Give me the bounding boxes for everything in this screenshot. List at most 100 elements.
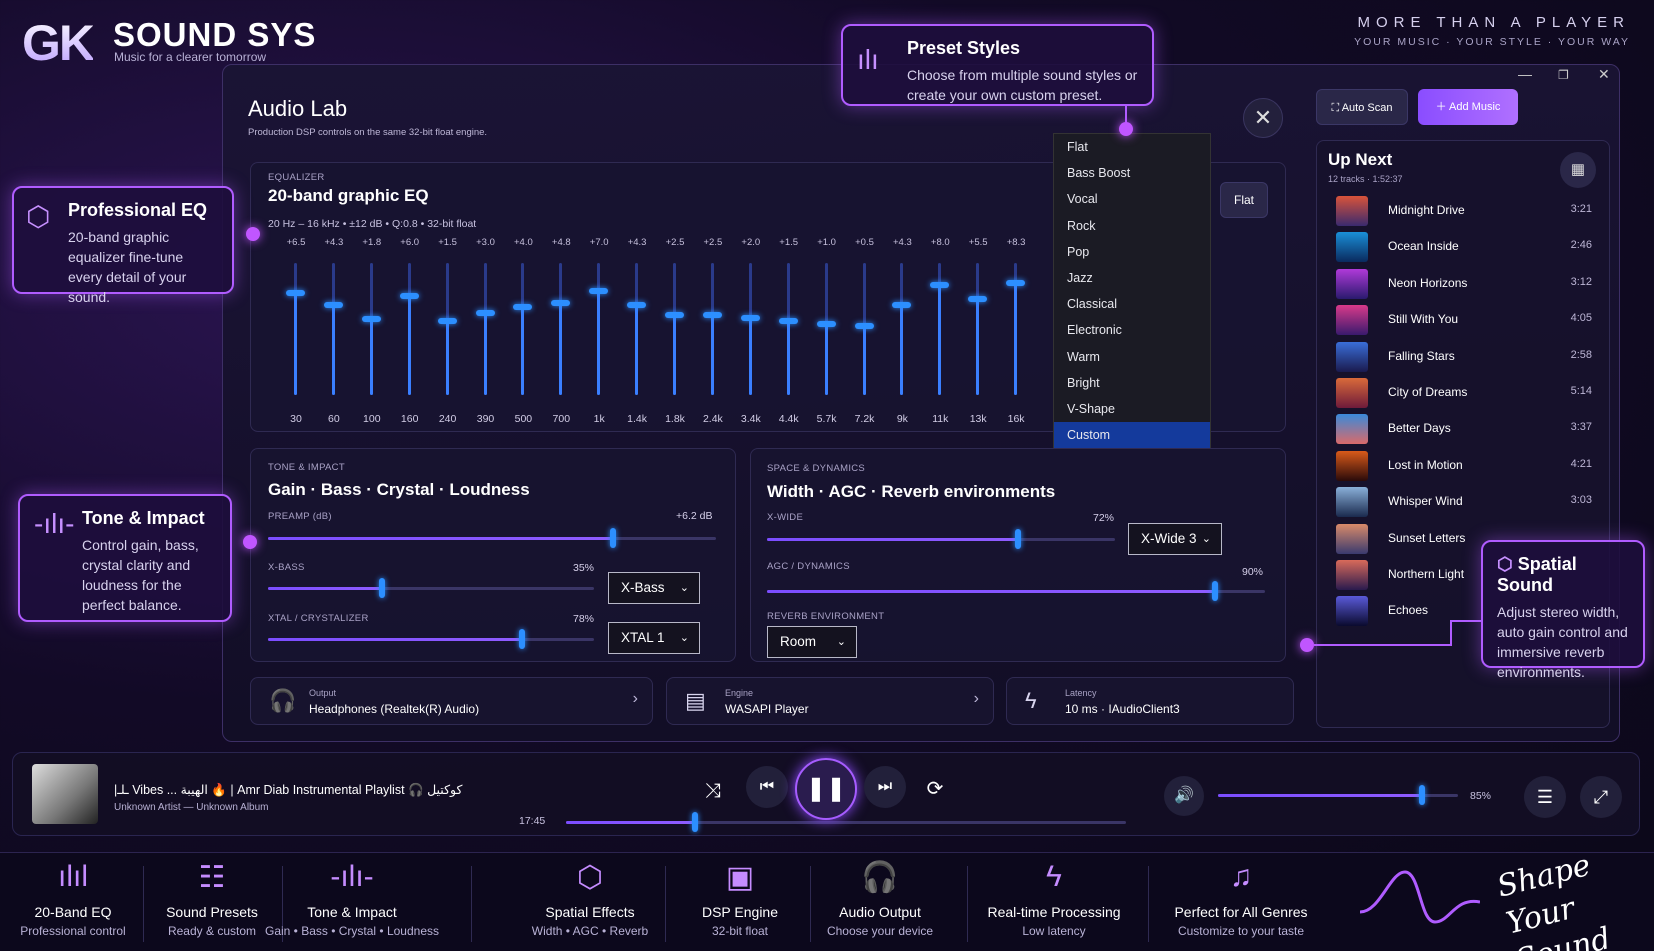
shuffle-button[interactable]: ⤨ (698, 776, 728, 806)
minimize-icon[interactable]: — (1518, 66, 1532, 82)
preset-option[interactable]: Bass Boost (1067, 166, 1131, 181)
xtal-select[interactable]: XTAL 1 ⌄ (608, 622, 700, 654)
slider-thumb[interactable] (1419, 785, 1425, 805)
preset-option[interactable]: Custom (1054, 422, 1210, 449)
eq-band-thumb[interactable] (665, 312, 684, 319)
repeat-button[interactable]: ⟳ (920, 774, 950, 804)
eq-band-thumb[interactable] (778, 317, 798, 324)
queue-image-icon[interactable]: ▦ (1560, 152, 1596, 188)
eq-band-thumb[interactable] (361, 316, 381, 323)
preset-option[interactable]: Classical (1067, 297, 1118, 312)
track-row[interactable]: Echoes (1336, 594, 1592, 628)
eq-flat-button[interactable]: Flat (1220, 182, 1268, 218)
waveform-icon: -ılı- (34, 508, 75, 539)
preamp-slider[interactable] (268, 528, 716, 548)
eq-band-gain: +2.0 (741, 237, 761, 248)
eq-band-thumb[interactable] (551, 299, 571, 306)
slider-thumb[interactable] (1212, 581, 1219, 601)
add-music-button[interactable]: ＋ Add Music (1418, 89, 1518, 125)
eq-band-thumb[interactable] (627, 302, 647, 309)
track-row[interactable]: Northern Light (1336, 558, 1592, 592)
reverb-select[interactable]: Room ⌄ (767, 626, 857, 658)
xbass-slider[interactable] (268, 578, 594, 598)
eq-band-thumb[interactable] (475, 309, 495, 316)
restore-icon[interactable]: ❐ (1558, 68, 1569, 82)
xwide-select[interactable]: X-Wide 3 ⌄ (1128, 523, 1222, 555)
feature-subtitle: Low latency (1022, 924, 1086, 938)
track-name: City of Dreams (1388, 385, 1468, 399)
eq-band-thumb[interactable] (399, 293, 419, 299)
eq-band-fill (407, 296, 411, 395)
feature-divider (1147, 866, 1149, 942)
slider-thumb[interactable] (691, 812, 698, 832)
preset-option[interactable]: Vocal (1067, 192, 1098, 207)
play-pause-button[interactable]: ❚❚ (795, 758, 857, 820)
preset-option[interactable]: Electronic (1067, 323, 1122, 338)
track-row[interactable]: Sunset Letters (1336, 522, 1592, 556)
auto-scan-label: Auto Scan (1341, 102, 1393, 114)
xtal-label: XTAL / CRYSTALIZER (268, 613, 369, 624)
previous-button[interactable]: ⏮ (746, 766, 788, 808)
eq-band-thumb[interactable] (740, 315, 760, 321)
preset-option[interactable]: Pop (1067, 244, 1090, 259)
next-button[interactable]: ⏭ (864, 766, 906, 808)
track-row[interactable]: Still With You 4:05 (1336, 303, 1592, 337)
eq-band-freq: 4.4k (778, 413, 799, 425)
eq-band-thumb[interactable] (1006, 280, 1026, 287)
track-duration: 2:58 (1570, 348, 1592, 361)
eq-band-thumb[interactable] (816, 320, 836, 327)
preset-option[interactable]: Rock (1067, 218, 1096, 233)
window-close-icon[interactable]: ✕ (1598, 66, 1610, 82)
preset-option[interactable]: Bright (1067, 375, 1100, 390)
repeat-icon: ⟳ (926, 778, 944, 800)
preset-option[interactable]: Flat (1067, 140, 1088, 154)
slider-thumb[interactable] (609, 528, 616, 548)
slider-thumb[interactable] (519, 629, 526, 649)
output-card[interactable]: 🎧 Output Headphones (Realtek(R) Audio) › (250, 677, 653, 725)
slider-fill (268, 587, 383, 590)
queue-button[interactable]: ☰ (1524, 776, 1566, 818)
eq-band-fill (597, 290, 601, 395)
track-row[interactable]: Whisper Wind 3:03 (1336, 485, 1592, 519)
track-row[interactable]: Lost in Motion 4:21 (1336, 449, 1592, 483)
eq-band-thumb[interactable] (323, 302, 343, 309)
xbass-select[interactable]: X-Bass ⌄ (608, 572, 700, 604)
track-duration: 4:21 (1570, 457, 1592, 470)
track-row[interactable]: Falling Stars 2:58 (1336, 340, 1592, 374)
latency-value: 10 ms · IAudioClient3 (1065, 702, 1180, 716)
eq-band-thumb[interactable] (930, 282, 950, 288)
seek-bar[interactable] (566, 812, 1126, 832)
volume-slider[interactable] (1218, 785, 1458, 805)
eq-band-thumb[interactable] (854, 323, 874, 330)
eq-band-thumb[interactable] (513, 304, 533, 310)
fullscreen-button[interactable]: ⤢ (1580, 776, 1622, 818)
xtal-slider[interactable] (268, 629, 594, 649)
preset-dropdown[interactable]: Flat Bass Boost Vocal Rock Pop Jazz Classical E… (1053, 133, 1211, 449)
eq-callout: ⬡ Professional EQ 20-band graphic equali… (12, 186, 234, 305)
track-row[interactable]: Neon Horizons 3:12 (1336, 267, 1592, 301)
slider-thumb[interactable] (1014, 529, 1021, 549)
xwide-slider[interactable] (767, 529, 1115, 549)
track-row[interactable]: Midnight Drive 3:21 (1336, 194, 1592, 228)
eq-band-thumb[interactable] (892, 302, 912, 309)
brand-tagline: Music for a clearer tomorrow (114, 50, 267, 64)
volume-button[interactable]: 🔊 (1164, 776, 1204, 816)
volume-icon: 🔊 (1174, 787, 1194, 804)
preset-option[interactable]: Warm (1067, 349, 1100, 364)
audio-lab-close-button[interactable]: ✕ (1243, 98, 1283, 138)
track-row[interactable]: City of Dreams 5:14 (1336, 376, 1592, 410)
slider-thumb[interactable] (379, 578, 386, 598)
eq-band-thumb[interactable] (286, 290, 305, 297)
preset-option[interactable]: V-Shape (1067, 401, 1115, 416)
auto-scan-button[interactable]: ⛶ Auto Scan (1316, 89, 1408, 125)
track-row[interactable]: Ocean Inside 2:46 (1336, 230, 1592, 264)
eq-band-thumb[interactable] (437, 317, 457, 324)
eq-band-thumb[interactable] (589, 287, 609, 294)
eq-band-thumb[interactable] (968, 295, 988, 302)
agc-slider[interactable] (767, 581, 1265, 601)
preset-option[interactable]: Jazz (1067, 270, 1093, 285)
track-row[interactable]: Better Days 3:37 (1336, 412, 1592, 446)
eq-band-thumb[interactable] (702, 312, 722, 319)
engine-card[interactable]: ▤ Engine WASAPI Player › (666, 677, 994, 725)
feature-divider (142, 866, 144, 942)
